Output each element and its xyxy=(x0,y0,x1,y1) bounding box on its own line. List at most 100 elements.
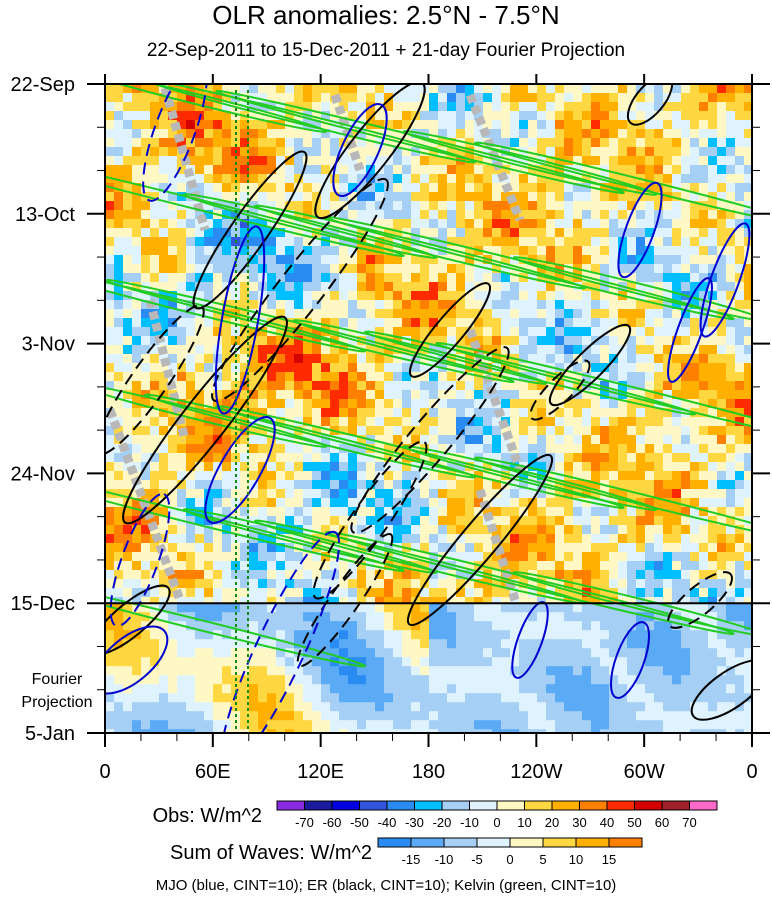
kelvin-contour xyxy=(144,84,476,164)
chart-title: OLR anomalies: 2.5°N - 7.5°N xyxy=(212,0,560,30)
er-contour xyxy=(406,453,554,627)
y-tick-label: 3-Nov xyxy=(22,334,75,356)
obs-colorbar-swatch xyxy=(634,800,663,811)
er-contour xyxy=(296,532,394,668)
mjo-contour xyxy=(219,530,341,733)
obs-colorbar-level: 50 xyxy=(627,815,641,830)
mjo-contour xyxy=(610,621,650,699)
kelvin-contour xyxy=(402,445,658,511)
obs-colorbar-level: 60 xyxy=(655,815,669,830)
obs-colorbar-swatch xyxy=(359,800,388,811)
obs-colorbar-level: 40 xyxy=(600,815,614,830)
obs-colorbar-swatch xyxy=(661,800,690,811)
obs-colorbar-swatch xyxy=(331,800,360,811)
mjo-contour xyxy=(699,222,751,338)
obs-colorbar-swatch xyxy=(579,800,608,811)
obs-colorbar-swatch xyxy=(606,800,635,811)
kelvin-contour xyxy=(105,467,405,573)
wave-contour-legend: MJO (blue, CINT=10); ER (black, CINT=10)… xyxy=(155,877,617,894)
waves-colorbar-level: 0 xyxy=(506,852,513,867)
mjo-contour xyxy=(109,492,171,628)
waves-colorbar-level: -5 xyxy=(471,852,483,867)
waves-colorbar-swatch xyxy=(410,837,445,848)
x-tick-label: 60W xyxy=(624,761,665,783)
mjo-contour xyxy=(617,181,663,279)
waves-colorbar-swatch xyxy=(377,837,412,848)
obs-colorbar-level: -10 xyxy=(460,815,479,830)
x-tick-label: 0 xyxy=(99,761,110,783)
er-contour xyxy=(314,84,426,220)
obs-colorbar-level: -50 xyxy=(350,815,369,830)
er-contour xyxy=(548,323,632,407)
er-contour xyxy=(690,659,752,721)
fourier-projection-label: Projection xyxy=(21,694,92,711)
kelvin-contour xyxy=(105,267,366,353)
waves-colorbar-level: 5 xyxy=(539,852,546,867)
x-tick-label: 60E xyxy=(195,761,231,783)
er-contour xyxy=(626,84,674,126)
obs-colorbar-level: 0 xyxy=(493,815,500,830)
obs-colorbar-level: -60 xyxy=(323,815,342,830)
obs-colorbar-level: -30 xyxy=(405,815,424,830)
obs-colorbar-level: -20 xyxy=(433,815,452,830)
obs-colorbar-swatch xyxy=(524,800,553,811)
obs-colorbar-level: -70 xyxy=(295,815,314,830)
y-tick-label: 22-Sep xyxy=(11,74,76,96)
mjo-contour xyxy=(105,625,169,695)
x-tick-label: 180 xyxy=(412,761,445,783)
kelvin-contour xyxy=(105,582,366,668)
er-contour xyxy=(211,177,389,403)
kelvin-contour xyxy=(105,382,328,448)
waves-colorbar-level: 10 xyxy=(569,852,583,867)
mjo-contour xyxy=(142,84,208,202)
waves-colorbar-swatch xyxy=(575,837,610,848)
mjo-contour xyxy=(204,416,276,524)
kelvin-contour xyxy=(435,341,752,447)
waves-colorbar-label: Sum of Waves: W/m^2 xyxy=(170,842,372,864)
kelvin-contour xyxy=(105,84,328,133)
er-contour xyxy=(105,304,205,456)
kelvin-contour xyxy=(105,278,515,384)
kelvin-contour xyxy=(325,530,735,636)
waves-colorbar-swatch xyxy=(509,837,544,848)
y-tick-label: 13-Oct xyxy=(15,204,75,226)
x-tick-label: 120E xyxy=(297,761,344,783)
waves-colorbar-swatch xyxy=(542,837,577,848)
y-tick-label: 15-Dec xyxy=(11,593,75,615)
y-tick-label: 5-Jan xyxy=(25,723,75,745)
kelvin-contour xyxy=(474,141,752,227)
obs-colorbar-level: 30 xyxy=(572,815,586,830)
er-contour xyxy=(408,282,492,378)
kelvin-contour xyxy=(474,456,752,542)
obs-colorbar-swatch xyxy=(441,800,470,811)
waves-colorbar-swatch xyxy=(443,837,478,848)
waves-colorbar-level: -10 xyxy=(435,852,454,867)
obs-colorbar-level: -40 xyxy=(378,815,397,830)
obs-colorbar-swatch xyxy=(551,800,580,811)
er-contour xyxy=(529,359,591,421)
kelvin-contour xyxy=(215,89,625,195)
kelvin-contour xyxy=(215,404,625,510)
kelvin-contour xyxy=(105,152,405,258)
obs-colorbar-swatch xyxy=(386,800,415,811)
er-contour xyxy=(122,315,288,525)
er-contour xyxy=(312,440,428,600)
obs-colorbar-level: 10 xyxy=(517,815,531,830)
obs-colorbar-swatch xyxy=(414,800,443,811)
er-contour xyxy=(192,150,308,310)
kelvin-contour xyxy=(512,571,752,637)
obs-colorbar-level: 20 xyxy=(545,815,559,830)
obs-colorbar-level: 70 xyxy=(682,815,696,830)
er-contour xyxy=(350,346,510,534)
chart-subtitle: 22-Sep-2011 to 15-Dec-2011 + 21-day Four… xyxy=(146,40,626,61)
obs-colorbar-label: Obs: W/m^2 xyxy=(153,805,262,827)
obs-colorbar-swatch xyxy=(469,800,498,811)
y-tick-label: 24-Nov xyxy=(11,463,75,485)
mjo-contour xyxy=(214,225,266,415)
kelvin-contour xyxy=(182,508,438,574)
x-tick-label: 120W xyxy=(510,761,562,783)
waves-colorbar-level: -15 xyxy=(402,852,421,867)
waves-colorbar-level: 15 xyxy=(602,852,616,867)
kelvin-contour xyxy=(364,330,696,416)
